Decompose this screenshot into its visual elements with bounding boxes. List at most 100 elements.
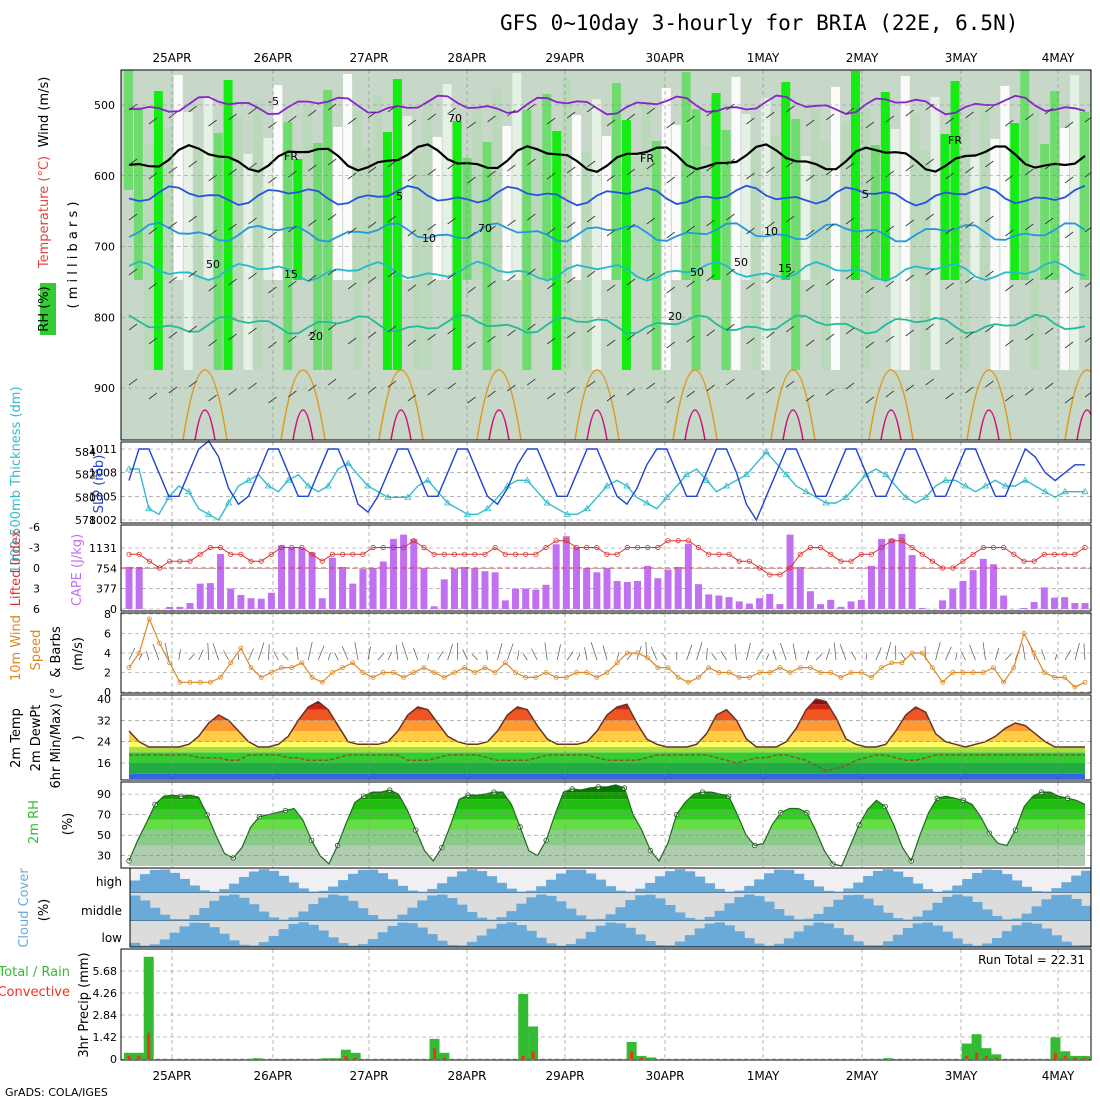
cloud-cell [952, 894, 963, 921]
date-label-top: 4MAY [1042, 51, 1075, 65]
cape-li-frame [120, 524, 1092, 612]
wind-barb [148, 337, 158, 345]
thickness-marker [404, 493, 412, 500]
wind-barb [706, 164, 715, 172]
wind-barb [208, 394, 217, 402]
date-label-top: 2MAY [846, 51, 879, 65]
thickness-marker [1081, 487, 1089, 495]
wind-barb [845, 107, 855, 115]
cloud-cell [526, 890, 537, 893]
thickness-tick-label: 578 [75, 514, 96, 527]
wind-barb [547, 117, 556, 125]
cloud-cell [130, 942, 141, 947]
cloud-cell [199, 908, 210, 921]
li-tick-label: 6 [33, 603, 40, 616]
wind10-barb [746, 642, 751, 661]
rh-shading [870, 145, 880, 280]
cloud-cell [952, 885, 963, 893]
wind-barb [467, 286, 476, 294]
cloud-cell [615, 907, 626, 921]
wind10-barb [602, 645, 608, 661]
rh-shading [1050, 91, 1060, 280]
cloud-cell [209, 900, 220, 921]
cloud-cell [704, 883, 716, 893]
cloud-cell [734, 897, 745, 921]
rh-shading [592, 99, 602, 370]
rh-shading [1060, 128, 1070, 370]
thickness-marker [185, 487, 193, 495]
rh-axis-label: RH (%) [37, 286, 52, 331]
rh-shading [432, 137, 442, 280]
cape-bar [247, 598, 255, 609]
wind-barb [666, 231, 675, 239]
wind-barb [427, 278, 436, 286]
cloud-cell [823, 923, 834, 947]
cape-bar [379, 561, 387, 609]
rh-shading [841, 124, 850, 280]
wind10-barb [576, 653, 581, 661]
wind-barb [427, 388, 436, 396]
cloud-cell [882, 941, 894, 947]
cloud-cell [625, 927, 636, 947]
wind-barb [1064, 286, 1074, 294]
thickness-axis-label: 1000-500mb Thickness (dm) [9, 386, 24, 573]
cloud-cell [1031, 890, 1042, 893]
wind-barb [945, 227, 954, 235]
precip-total-bar [321, 1058, 332, 1059]
wind-barb [805, 229, 815, 237]
cape-bar [857, 599, 865, 609]
rh-shading [133, 107, 143, 280]
thickness-tick-label: 580 [75, 491, 96, 504]
cape-bar [461, 566, 469, 609]
precip-axis-label: 3hr Precip (mm) [77, 952, 92, 1057]
wind-barb [905, 109, 914, 117]
cloud-cell [130, 880, 141, 893]
cloud-cell [338, 943, 349, 947]
wind-barb [248, 327, 257, 335]
wind-barb [1025, 278, 1034, 286]
cloud-cell [1051, 935, 1062, 947]
wind-barb [268, 231, 277, 239]
wind10-barb [851, 651, 857, 661]
wind10-barb [327, 652, 331, 661]
wind10-barb [756, 649, 763, 661]
hot-contour [684, 409, 706, 440]
isotherm-line [128, 94, 1086, 116]
precip-total-bar [252, 1058, 263, 1059]
cape-bar [369, 568, 377, 609]
slp-tick-label: 1002 [89, 514, 117, 527]
thickness-marker [284, 476, 293, 483]
cloud-cell [209, 927, 220, 947]
wind10-barb [865, 653, 868, 661]
wind10-barb [584, 647, 588, 661]
date-label-bottom: 2MAY [846, 1069, 879, 1083]
wind10-barb [900, 652, 907, 661]
wind-barb [447, 327, 456, 335]
wind-barb [945, 337, 954, 345]
rh-shading [831, 87, 841, 370]
cloud-cell [149, 907, 161, 921]
wind-barb [706, 109, 715, 117]
cape-bar [400, 534, 408, 609]
cloud-cell [318, 890, 329, 893]
rh-shading [761, 98, 771, 370]
wind-barb [1005, 339, 1014, 347]
cloud-cell [645, 894, 656, 921]
cloud-cell [526, 930, 537, 947]
wind-barb [1005, 394, 1014, 402]
wind10-barb [377, 653, 385, 661]
wind-barb [507, 384, 516, 392]
wind10-barb [815, 653, 823, 661]
cloud-cell [882, 869, 894, 893]
rh-shading [153, 91, 163, 370]
cloud-cell [902, 919, 914, 921]
rh-shading [582, 152, 592, 370]
cloud-cell [674, 941, 686, 947]
precip-conv-bar [965, 1055, 969, 1059]
cloud-cell [833, 928, 844, 947]
wind-barb [128, 323, 138, 331]
precip-tick-label: 0 [110, 1053, 117, 1066]
temp-tick-label: 24 [97, 736, 111, 749]
wind-barb [626, 168, 636, 176]
cloud-cell [1081, 905, 1092, 921]
